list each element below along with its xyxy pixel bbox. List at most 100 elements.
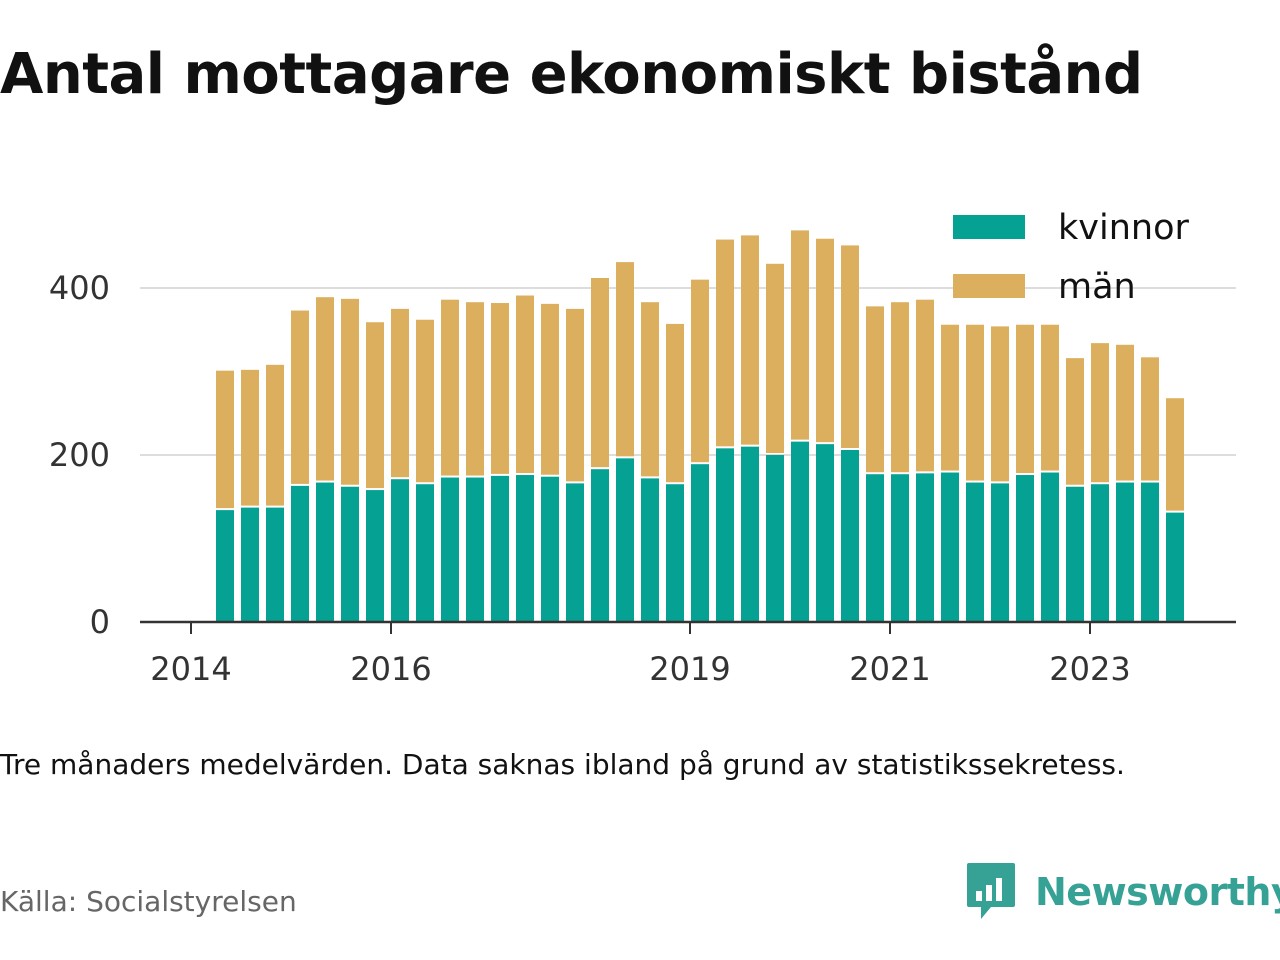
bar-man xyxy=(966,324,984,481)
bar-kvinnor xyxy=(916,473,934,622)
bar-kvinnor xyxy=(491,475,509,622)
bar-kvinnor xyxy=(941,472,959,622)
bar-kvinnor xyxy=(1141,482,1159,622)
bar-man xyxy=(341,298,359,485)
bar-man xyxy=(641,302,659,477)
bar-man xyxy=(416,319,434,483)
bar-man xyxy=(816,238,834,443)
chart-note: Tre månaders medelvärden. Data saknas ib… xyxy=(0,748,1125,781)
stacked-bar-chart: 0 200 400 2014 2016 2019 2021 2023 kvinnor män xyxy=(49,208,1236,688)
bar-kvinnor xyxy=(366,490,384,622)
x-tick-label: 2014 xyxy=(150,650,231,688)
bar-kvinnor xyxy=(1091,484,1109,622)
bar-kvinnor xyxy=(1066,486,1084,622)
bar-man xyxy=(1016,324,1034,474)
bar-man xyxy=(266,364,284,506)
bar-kvinnor xyxy=(341,486,359,622)
bar-man xyxy=(741,235,759,445)
bar-kvinnor xyxy=(1016,475,1034,622)
source-text: Källa: Socialstyrelsen xyxy=(0,885,297,918)
bar-kvinnor xyxy=(516,475,534,622)
bar-kvinnor xyxy=(291,485,309,622)
bars xyxy=(216,230,1184,622)
bar-man xyxy=(841,245,859,448)
bar-man xyxy=(666,323,684,483)
newsworthy-logo-icon xyxy=(967,863,1015,919)
bar-kvinnor xyxy=(991,483,1009,622)
bar-man xyxy=(366,322,384,489)
bar-man xyxy=(691,279,709,463)
bar-man xyxy=(866,306,884,473)
y-tick-label: 200 xyxy=(49,436,110,474)
bar-man xyxy=(1066,358,1084,485)
bar-man xyxy=(891,302,909,473)
x-tick-label: 2023 xyxy=(1049,650,1130,688)
bar-kvinnor xyxy=(866,474,884,622)
bar-kvinnor xyxy=(1116,482,1134,622)
bar-kvinnor xyxy=(441,477,459,622)
bar-man xyxy=(716,239,734,447)
bar-man xyxy=(241,369,259,506)
bar-man xyxy=(216,370,234,509)
legend: kvinnor män xyxy=(953,208,1189,307)
bar-kvinnor xyxy=(741,446,759,622)
bar-kvinnor xyxy=(541,476,559,622)
bar-man xyxy=(916,299,934,472)
bar-kvinnor xyxy=(891,474,909,622)
bar-kvinnor xyxy=(216,510,234,622)
brand-name: Newsworthy xyxy=(1035,870,1280,914)
legend-swatch xyxy=(953,215,1025,239)
bar-man xyxy=(441,299,459,476)
bar-kvinnor xyxy=(616,458,634,622)
bar-kvinnor xyxy=(716,448,734,622)
bar-kvinnor xyxy=(416,484,434,622)
bar-man xyxy=(941,324,959,471)
bar-kvinnor xyxy=(591,469,609,622)
legend-label: kvinnor xyxy=(1058,208,1189,248)
bar-man xyxy=(1091,343,1109,483)
bar-kvinnor xyxy=(966,482,984,622)
legend-label: män xyxy=(1058,267,1136,307)
bar-man xyxy=(316,297,334,481)
bar-kvinnor xyxy=(641,478,659,622)
bar-kvinnor xyxy=(666,484,684,622)
bar-man xyxy=(1041,324,1059,471)
y-tick-label: 400 xyxy=(49,269,110,307)
bar-kvinnor xyxy=(466,477,484,622)
bar-kvinnor xyxy=(1166,512,1184,622)
bar-man xyxy=(1116,344,1134,481)
y-tick-label: 0 xyxy=(90,603,110,641)
bar-man xyxy=(766,263,784,453)
chart-title: Antal mottagare ekonomiskt bistånd xyxy=(0,42,1143,107)
bar-man xyxy=(591,277,609,468)
x-tick-label: 2021 xyxy=(849,650,930,688)
brand-logo: Newsworthy xyxy=(965,860,1280,924)
bar-man xyxy=(991,326,1009,482)
x-tick-label: 2019 xyxy=(649,650,730,688)
bar-man xyxy=(566,308,584,482)
bar-man xyxy=(391,308,409,478)
bar-man xyxy=(1141,357,1159,481)
bar-kvinnor xyxy=(816,444,834,622)
axes: 0 200 400 2014 2016 2019 2021 2023 xyxy=(49,269,1236,688)
bar-man xyxy=(616,262,634,457)
bar-man xyxy=(466,302,484,476)
bar-man xyxy=(516,295,534,474)
bar-kvinnor xyxy=(391,479,409,622)
bar-man xyxy=(791,230,809,440)
bar-man xyxy=(1166,398,1184,511)
bar-kvinnor xyxy=(566,483,584,622)
bar-kvinnor xyxy=(766,455,784,622)
bar-kvinnor xyxy=(791,441,809,622)
bar-kvinnor xyxy=(1041,472,1059,622)
legend-swatch xyxy=(953,274,1025,298)
bar-kvinnor xyxy=(241,507,259,622)
bar-kvinnor xyxy=(691,464,709,622)
bar-man xyxy=(491,303,509,474)
x-tick-label: 2016 xyxy=(350,650,431,688)
bar-man xyxy=(541,303,559,475)
bar-man xyxy=(291,310,309,484)
bar-kvinnor xyxy=(316,482,334,622)
bar-kvinnor xyxy=(841,449,859,622)
bar-kvinnor xyxy=(266,507,284,622)
